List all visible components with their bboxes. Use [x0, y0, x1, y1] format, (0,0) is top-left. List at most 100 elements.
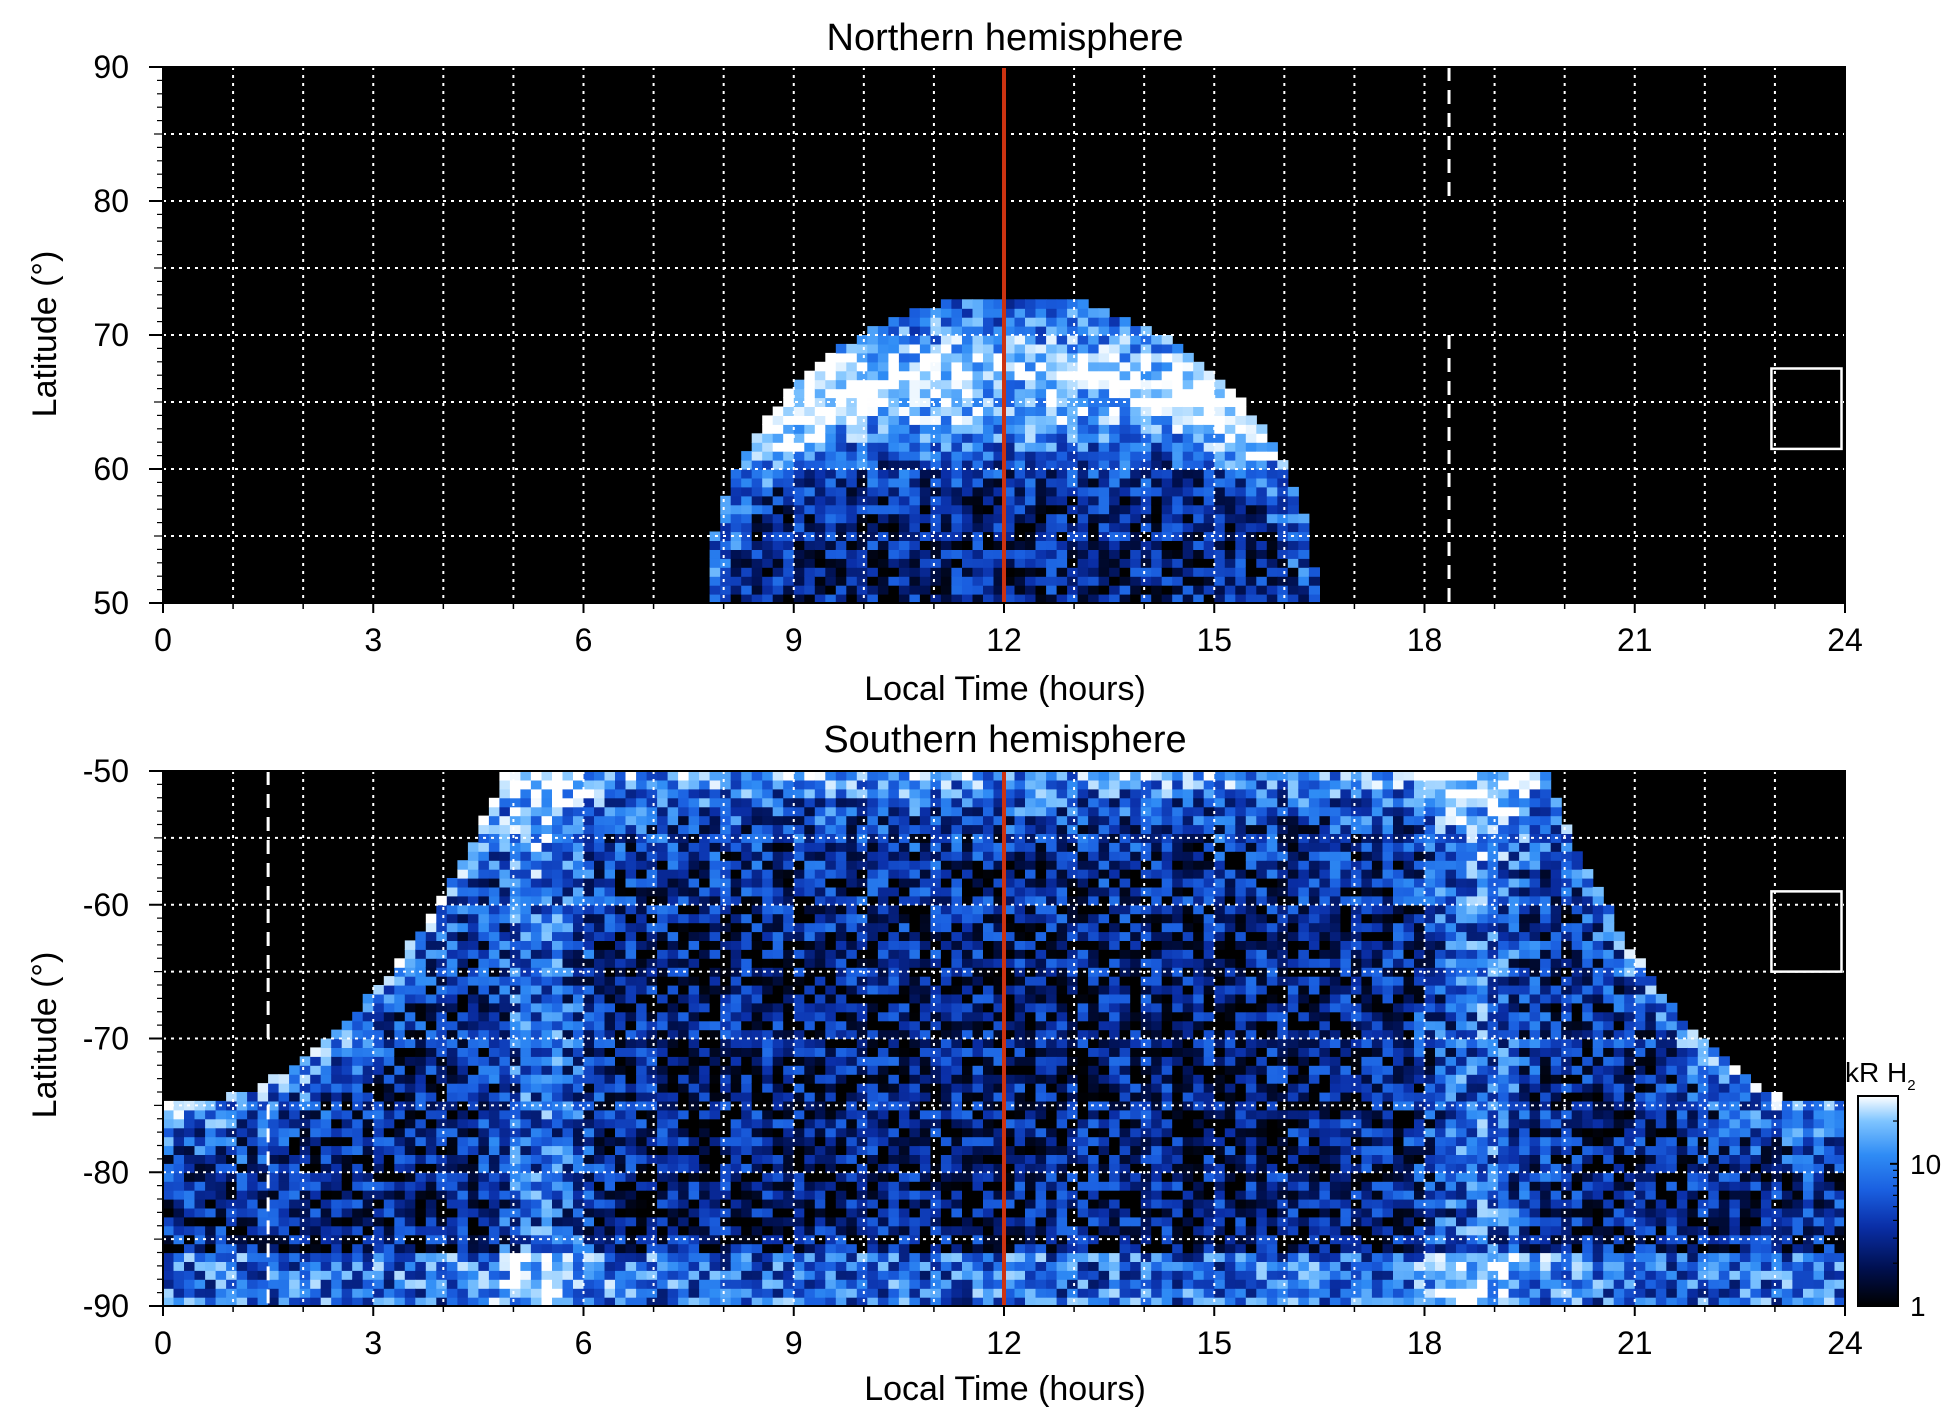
emission-cell [793, 895, 805, 906]
emission-cell [699, 1270, 711, 1280]
emission-cell [856, 1100, 868, 1111]
emission-cell [615, 1279, 627, 1289]
emission-cell [509, 1252, 521, 1262]
emission-cell [425, 1216, 437, 1227]
emission-cell [741, 851, 753, 861]
emission-cell [898, 317, 910, 327]
emission-cell [867, 1011, 879, 1022]
emission-cell [667, 1056, 679, 1066]
emission-cell [594, 869, 606, 879]
emission-cell [709, 797, 721, 808]
emission-cell [583, 851, 595, 861]
emission-cell [226, 1092, 238, 1102]
emission-cell [1193, 424, 1205, 434]
emission-cell [951, 460, 963, 470]
emission-cell [530, 815, 542, 826]
emission-cell [898, 540, 910, 550]
emission-cell [415, 1136, 427, 1147]
emission-cell [488, 1038, 500, 1048]
emission-cell [1161, 379, 1173, 390]
emission-cell [1235, 576, 1247, 586]
emission-cell [457, 940, 469, 950]
emission-cell [1067, 424, 1079, 434]
emission-cell [299, 1074, 311, 1084]
emission-cell [699, 842, 711, 852]
emission-cell [856, 585, 868, 595]
emission-cell [835, 442, 847, 452]
emission-cell [825, 370, 837, 381]
emission-cell [488, 1225, 500, 1236]
emission-cell [1256, 558, 1268, 568]
emission-cell [825, 1252, 837, 1262]
emission-cell [446, 958, 458, 968]
emission-cell [257, 1297, 269, 1307]
emission-cell [962, 424, 974, 434]
emission-cell [762, 931, 774, 941]
emission-cell [741, 806, 753, 817]
emission-cell [898, 522, 910, 533]
emission-cell [856, 504, 868, 515]
emission-cell [846, 406, 858, 416]
emission-cell [467, 949, 479, 959]
emission-cell [1109, 585, 1121, 595]
emission-cell [919, 504, 931, 515]
emission-cell [835, 486, 847, 497]
emission-cell [415, 1279, 427, 1289]
emission-cell [541, 931, 553, 941]
emission-cell [814, 477, 826, 488]
emission-cell [835, 388, 847, 399]
emission-cell [541, 815, 553, 826]
emission-cell [720, 1065, 732, 1075]
emission-cell [173, 1145, 185, 1155]
emission-cell [625, 1172, 637, 1182]
emission-cell [1277, 531, 1289, 541]
emission-cell [699, 771, 711, 781]
emission-cell [1203, 486, 1215, 497]
emission-cell [741, 1109, 753, 1120]
emission-cell [856, 424, 868, 434]
emission-cell [425, 931, 437, 941]
emission-cell [1151, 406, 1163, 416]
emission-cell [699, 967, 711, 977]
emission-cell [741, 1243, 753, 1254]
emission-cell [1193, 469, 1205, 479]
emission-cell [268, 1261, 280, 1271]
emission-cell [299, 1136, 311, 1147]
emission-cell [783, 1181, 795, 1191]
emission-cell [457, 1127, 469, 1138]
emission-cell [657, 1216, 669, 1227]
emission-cell [1056, 504, 1068, 515]
emission-cell [1266, 549, 1278, 559]
emission-cell [793, 1297, 805, 1307]
emission-cell [236, 1127, 248, 1138]
emission-cell [352, 1074, 364, 1084]
emission-cell [730, 771, 742, 781]
emission-cell [552, 1118, 564, 1129]
emission-cell [657, 1136, 669, 1147]
emission-cell [1046, 477, 1058, 488]
emission-cell [552, 1083, 564, 1093]
emission-cell [604, 771, 616, 781]
emission-cell [425, 958, 437, 968]
emission-cell [1004, 495, 1016, 506]
emission-cell [930, 317, 942, 327]
emission-cell [730, 1225, 742, 1236]
emission-cell [804, 967, 816, 977]
emission-cell [804, 594, 816, 604]
emission-cell [478, 958, 490, 968]
emission-cell [1088, 442, 1100, 452]
emission-cell [541, 1074, 553, 1084]
emission-cell [1077, 567, 1089, 577]
emission-cell [1277, 495, 1289, 506]
emission-cell [583, 886, 595, 897]
emission-cell [436, 1190, 448, 1200]
emission-cell [499, 851, 511, 861]
emission-cell [1277, 469, 1289, 479]
emission-cell [720, 993, 732, 1004]
emission-cell [1014, 379, 1026, 390]
emission-cell [478, 985, 490, 995]
emission-cell [772, 585, 784, 595]
emission-cell [751, 797, 763, 808]
emission-cell [352, 1011, 364, 1022]
emission-cell [919, 594, 931, 604]
